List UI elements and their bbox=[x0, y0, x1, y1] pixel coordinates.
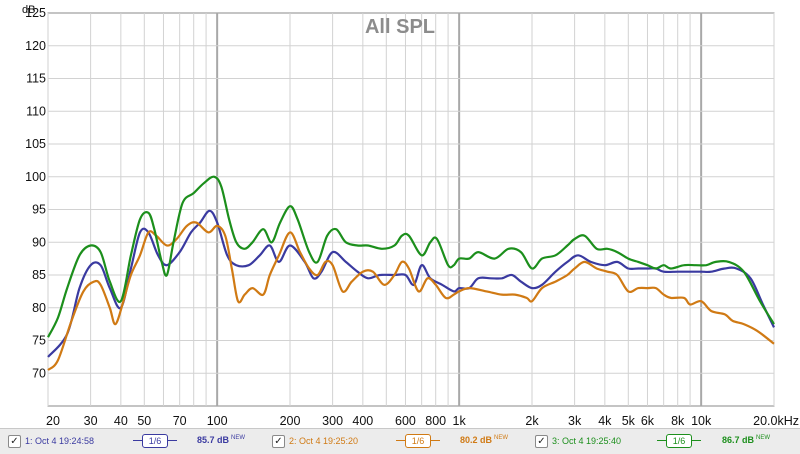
legend-item-1[interactable]: ✓ 1: Oct 4 19:24:58 bbox=[8, 433, 94, 449]
series-line-2 bbox=[47, 221, 775, 371]
spl-chart[interactable]: 70 75 80 85 90 95 100 105 110 115 120 125 20 30 40 50 7… bbox=[0, 0, 800, 428]
x-tick-label: 30 bbox=[84, 414, 98, 428]
series-line-3 bbox=[47, 175, 775, 338]
y-tick-labels: 70 75 80 85 90 95 100 105 110 115 120 125 bbox=[25, 6, 46, 380]
x-tick-label: 8k bbox=[671, 414, 685, 428]
x-tick-label: 200 bbox=[280, 414, 301, 428]
x-tick-label: 600 bbox=[395, 414, 416, 428]
level-3: 86.7 dB NEW bbox=[722, 435, 770, 445]
x-tick-label: 20 bbox=[46, 414, 60, 428]
grid-lines bbox=[47, 13, 775, 406]
chart-title: All SPL bbox=[365, 16, 435, 38]
x-tick-label: 4k bbox=[598, 414, 612, 428]
legend-name-2: 2: Oct 4 19:25:20 bbox=[289, 436, 359, 446]
x-tick-label: 40 bbox=[114, 414, 128, 428]
y-tick-label: 105 bbox=[25, 137, 46, 151]
x-tick-label: 20.0kHz bbox=[753, 414, 799, 428]
x-tick-label: 400 bbox=[352, 414, 373, 428]
x-tick-label: 10k bbox=[691, 414, 712, 428]
legend-name-3: 3: Oct 4 19:25:40 bbox=[552, 436, 622, 446]
checkbox-3[interactable]: ✓ bbox=[535, 434, 548, 448]
y-tick-label: 110 bbox=[26, 104, 46, 118]
y-tick-label: 85 bbox=[32, 268, 46, 282]
x-tick-labels: 20 30 40 50 70 100 200 300 400 600 800 1k 2k 3k 4k 5k 6k… bbox=[46, 414, 799, 428]
x-tick-label: 50 bbox=[137, 414, 151, 428]
x-tick-label: 300 bbox=[322, 414, 343, 428]
level-1: 85.7 dB NEW bbox=[197, 435, 245, 445]
new-badge-2: NEW bbox=[494, 435, 509, 441]
y-tick-label: 120 bbox=[25, 39, 46, 53]
y-axis-label: dB bbox=[22, 4, 35, 16]
new-badge-3: NEW bbox=[756, 435, 771, 441]
y-tick-label: 90 bbox=[32, 235, 46, 249]
legend-bar: ✓ 1: Oct 4 19:24:58 1/6 85.7 dB NEW ✓ 2: … bbox=[0, 428, 800, 454]
x-tick-label: 2k bbox=[525, 414, 539, 428]
new-badge-1: NEW bbox=[231, 435, 246, 441]
smoothing-1[interactable]: 1/6 bbox=[133, 434, 177, 448]
y-tick-label: 75 bbox=[32, 334, 46, 348]
y-tick-label: 100 bbox=[25, 170, 46, 184]
y-tick-label: 115 bbox=[26, 72, 46, 86]
y-tick-label: 125 bbox=[25, 6, 46, 20]
level-2: 80.2 dB NEW bbox=[460, 435, 508, 445]
x-tick-label: 100 bbox=[207, 414, 228, 428]
y-tick-label: 70 bbox=[32, 366, 46, 380]
series-line-1 bbox=[47, 209, 775, 358]
x-tick-label: 6k bbox=[641, 414, 655, 428]
x-tick-label: 70 bbox=[173, 414, 187, 428]
legend-name-1: 1: Oct 4 19:24:58 bbox=[25, 436, 95, 446]
legend-item-3[interactable]: ✓ 3: Oct 4 19:25:40 bbox=[535, 433, 621, 449]
checkbox-1[interactable]: ✓ bbox=[8, 434, 21, 448]
checkbox-2[interactable]: ✓ bbox=[272, 434, 285, 448]
level-value-3: 86.7 dB bbox=[722, 435, 755, 445]
x-tick-label: 3k bbox=[568, 414, 582, 428]
y-tick-label: 80 bbox=[32, 301, 46, 315]
legend-item-2[interactable]: ✓ 2: Oct 4 19:25:20 bbox=[272, 433, 358, 449]
x-tick-label: 800 bbox=[425, 414, 446, 428]
y-tick-label: 95 bbox=[32, 203, 46, 217]
level-value-1: 85.7 dB bbox=[197, 435, 230, 445]
smoothing-2[interactable]: 1/6 bbox=[396, 434, 440, 448]
smoothing-3[interactable]: 1/6 bbox=[657, 434, 701, 448]
x-tick-label: 5k bbox=[622, 414, 636, 428]
x-tick-label: 1k bbox=[453, 414, 467, 428]
level-value-2: 80.2 dB bbox=[460, 435, 493, 445]
series-layer bbox=[47, 175, 775, 371]
